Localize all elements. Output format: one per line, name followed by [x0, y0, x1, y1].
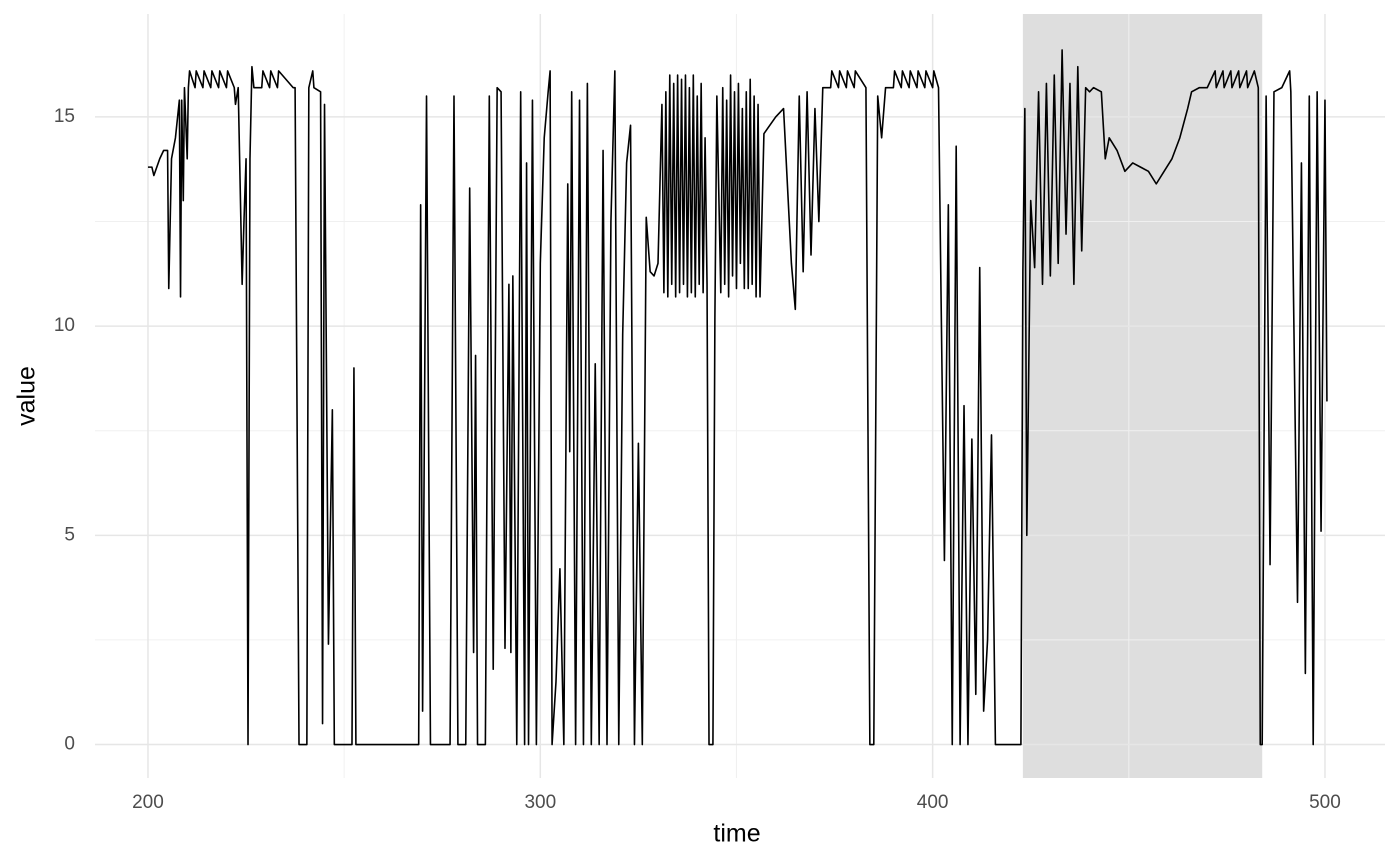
y-tick-label: 10 — [54, 315, 75, 336]
x-tick-label: 200 — [132, 792, 164, 813]
highlight-region — [1022, 14, 1263, 778]
y-tick-label: 5 — [64, 524, 75, 545]
y-tick-label: 15 — [54, 106, 75, 127]
y-axis-title: value — [13, 366, 41, 426]
x-tick-label: 300 — [524, 792, 556, 813]
y-tick-label: 0 — [64, 734, 75, 755]
x-axis-title: time — [713, 820, 760, 848]
data-line — [147, 49, 1328, 746]
x-tick-label: 400 — [917, 792, 949, 813]
x-tick-label: 500 — [1309, 792, 1341, 813]
